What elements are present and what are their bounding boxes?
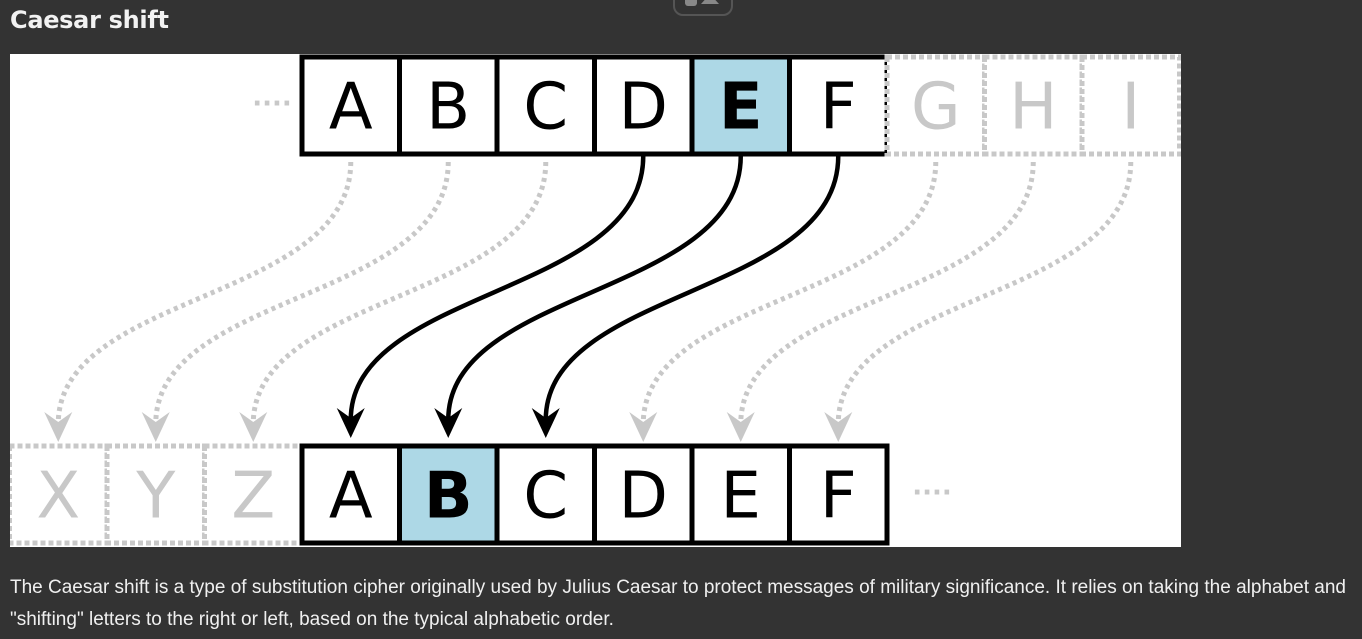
- cipher-cell-f-letter: F: [820, 460, 857, 534]
- plain-cell-e-letter: E: [719, 71, 763, 145]
- plain-cell-b-box: [397, 54, 500, 157]
- description-text: The Caesar shift is a type of substituti…: [10, 577, 1346, 630]
- faded-arrows-group: [44, 161, 1134, 442]
- solid-arrow-e: [446, 155, 743, 421]
- cipher-cell-d: D: [592, 443, 695, 546]
- plain-faded-cell-i-letter: I: [1121, 71, 1140, 145]
- faded-arrowhead-h: [726, 412, 755, 442]
- plain-cell-c-letter: C: [523, 71, 568, 145]
- cipher-cell-a-box: [299, 443, 402, 546]
- cipher-cell-b: B: [397, 443, 500, 546]
- plain-faded-cell-i: I: [1079, 54, 1181, 157]
- cipher-faded-cell-x: X: [10, 443, 110, 546]
- cipher-cell-d-letter: D: [619, 460, 668, 534]
- cipher-cell-d-box: [592, 443, 695, 546]
- faded-arrowhead-i: [824, 412, 853, 442]
- cipher-cell-b-box: [397, 443, 500, 546]
- cipher-faded-cell-z: Z: [202, 443, 305, 546]
- faded-arrowhead-b: [141, 412, 170, 442]
- plain-cell-a-letter: A: [329, 71, 373, 145]
- faded-arrowhead-g: [629, 412, 658, 442]
- solid-arrowhead-d: [336, 408, 365, 438]
- cipher-cell-c-box: [494, 443, 597, 546]
- solid-arrow-f: [543, 155, 841, 421]
- plain-faded-cell-g: G: [884, 54, 987, 157]
- faded-arrowhead-a: [44, 412, 73, 442]
- cipher-cell-f: F: [787, 443, 890, 546]
- faded-arrow-g: [640, 161, 939, 425]
- diagram-canvas: A B C D E F G H I···· X Y Z A B C D E F ····: [10, 54, 1181, 546]
- solid-arrows-group: [336, 155, 841, 438]
- plain-cell-d: D: [592, 54, 695, 157]
- cipher-faded-cell-y: Y: [104, 443, 207, 546]
- plain-cell-d-box: [592, 54, 695, 157]
- plain-cell-f-letter: F: [820, 71, 857, 145]
- cipher-faded-cell-z-letter: Z: [231, 460, 275, 534]
- plain-cell-d-letter: D: [619, 71, 668, 145]
- faded-arrow-b: [153, 161, 451, 425]
- faded-arrow-a: [55, 161, 354, 425]
- faded-arrowhead-c: [239, 412, 268, 442]
- plain-faded-cell-h: H: [982, 54, 1085, 157]
- plain-cell-c: C: [494, 54, 597, 157]
- plain-cell-a: A: [299, 54, 402, 157]
- cipher-cell-e-letter: E: [721, 460, 761, 534]
- cipher-faded-cell-y-letter: Y: [135, 460, 176, 534]
- faded-arrow-c: [250, 161, 549, 425]
- cipher-faded-cell-z-box: [202, 443, 305, 546]
- plain-cell-f: F: [787, 54, 890, 157]
- page-title: Caesar shift: [10, 6, 169, 34]
- cipher-ellipsis: ····: [912, 478, 952, 508]
- plain-cell-e: E: [689, 54, 792, 157]
- plain-cell-e-box: [689, 54, 792, 157]
- cipher-cell-c: C: [494, 443, 597, 546]
- solid-arrowhead-f: [531, 408, 560, 438]
- cipher-cell-a-letter: A: [329, 460, 373, 534]
- cipher-cell-e: E: [689, 443, 792, 546]
- cipher-faded-cell-x-letter: X: [36, 460, 80, 534]
- collapse-handle-icon[interactable]: [673, 0, 733, 16]
- faded-arrow-i: [835, 161, 1134, 425]
- solid-arrow-d: [348, 155, 646, 421]
- cipher-cell-a: A: [299, 443, 402, 546]
- cipher-cell-b-letter: B: [424, 460, 473, 534]
- cipher-cell-e-box: [689, 443, 792, 546]
- faded-arrow-h: [738, 161, 1036, 425]
- cipher-faded-cell-y-box: [104, 443, 207, 546]
- plaintext-row: A B C D E F G H I ····: [252, 54, 1181, 157]
- ciphertext-row: X Y Z A B C D E F ····: [10, 443, 952, 546]
- solid-arrowhead-e: [434, 408, 463, 438]
- plain-cell-c-box: [494, 54, 597, 157]
- cipher-cell-f-box: [787, 443, 890, 546]
- plain-faded-cell-i-box: [1079, 54, 1181, 157]
- plain-cell-b: B: [397, 54, 500, 157]
- plain-faded-cell-h-letter: H: [1009, 71, 1057, 145]
- caesar-shift-diagram: A B C D E F G H I ···· X Y Z A B C D E F ····: [10, 54, 1181, 547]
- plain-cell-b-letter: B: [426, 71, 470, 145]
- plain-faded-cell-g-letter: G: [911, 71, 961, 145]
- plain-ellipsis: ····: [252, 89, 292, 119]
- cipher-cell-c-letter: C: [523, 460, 568, 534]
